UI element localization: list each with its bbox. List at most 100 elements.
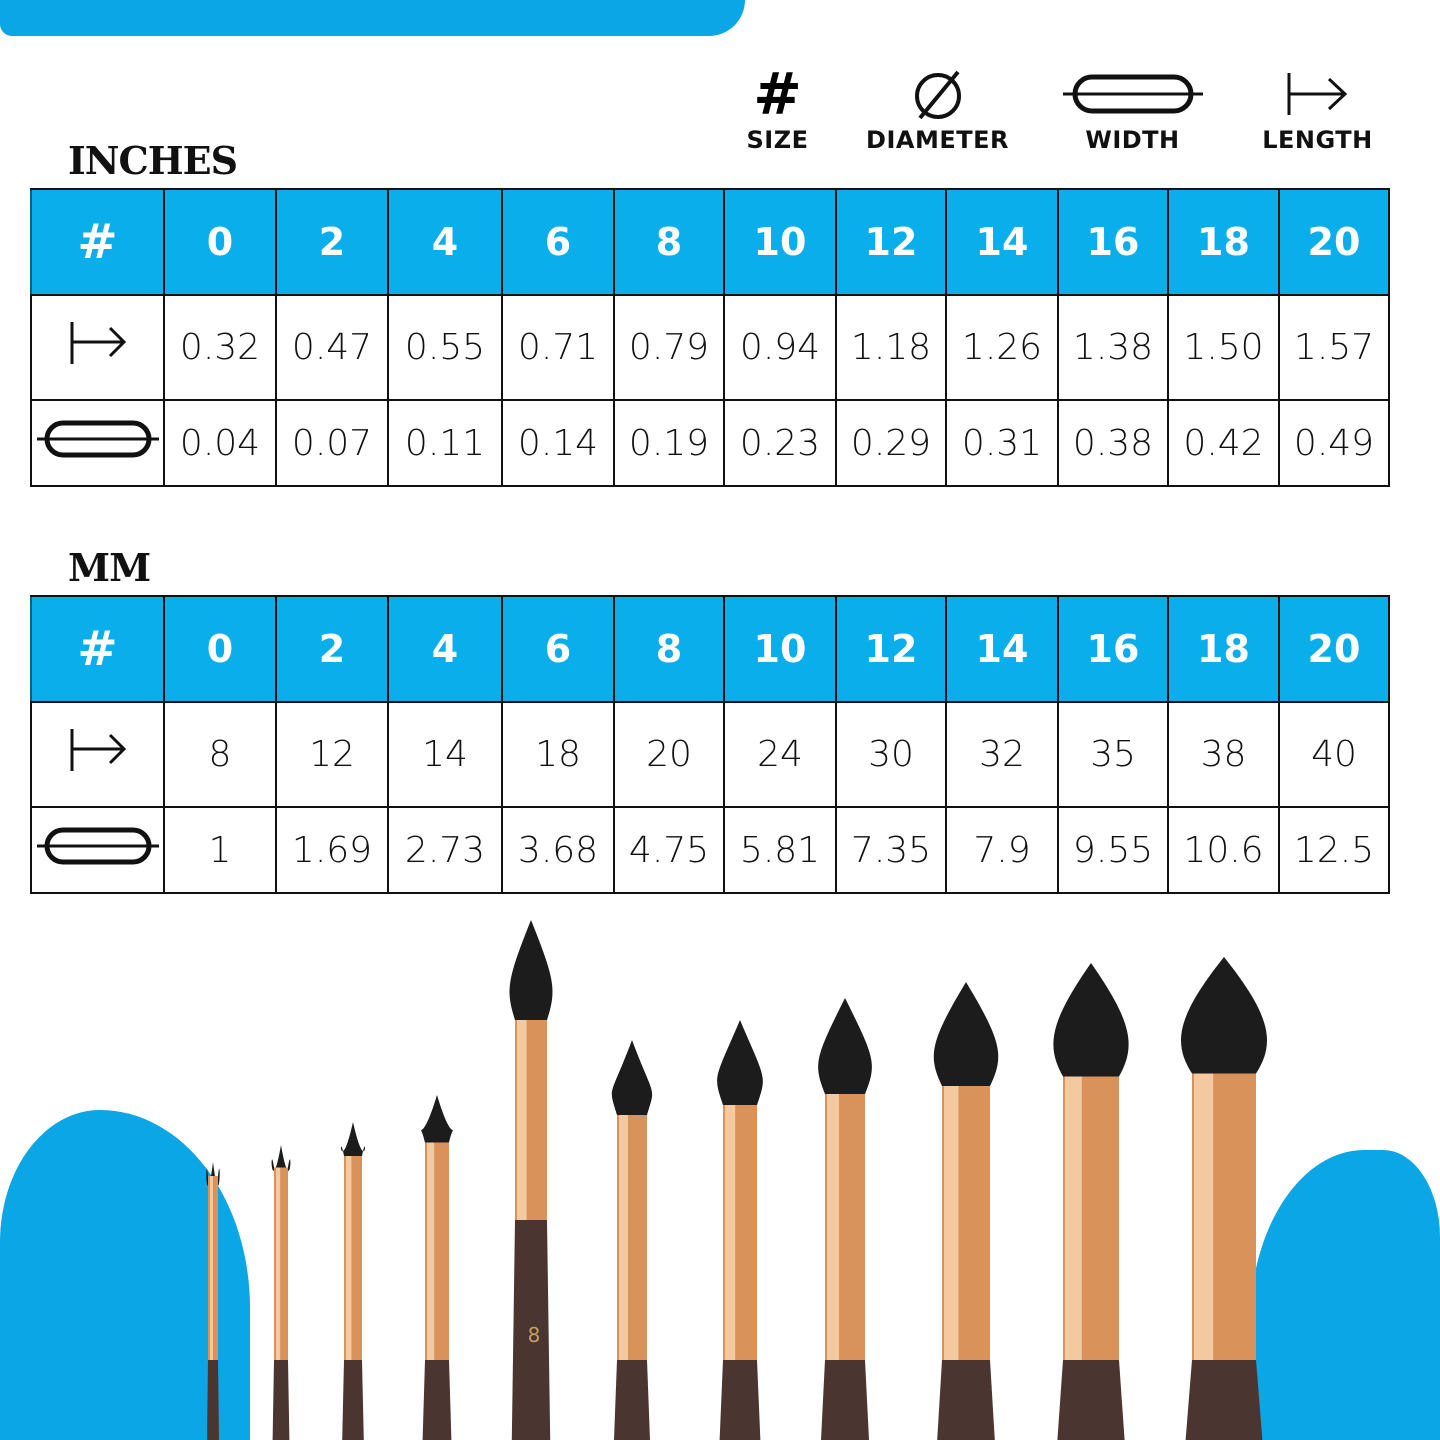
width-cell: 3.68 bbox=[501, 806, 615, 894]
size-header-cell: 2 bbox=[275, 188, 389, 296]
length-cell: 32 bbox=[945, 701, 1059, 808]
inches-title: INCHES bbox=[68, 138, 238, 183]
legend-size: # SIZE bbox=[730, 60, 825, 154]
length-cell: 0.94 bbox=[723, 294, 837, 401]
length-row-label bbox=[30, 294, 165, 401]
size-header-cell: 16 bbox=[1057, 595, 1169, 703]
legend-width: WIDTH bbox=[1060, 62, 1205, 154]
width-cell: 0.14 bbox=[501, 399, 615, 487]
size-header-cell: 8 bbox=[613, 188, 725, 296]
legend-label: WIDTH bbox=[1085, 126, 1180, 154]
length-cell: 1.26 bbox=[945, 294, 1059, 401]
width-cell: 0.38 bbox=[1057, 399, 1169, 487]
width-cell: 7.35 bbox=[835, 806, 947, 894]
length-row: 0.32 0.47 0.55 0.71 0.79 0.94 1.18 1.26 1.38 1.50… bbox=[30, 294, 1390, 401]
brush bbox=[206, 1162, 220, 1440]
hash-icon: # bbox=[30, 595, 165, 703]
inches-table: #0 2 4 6 8 10 12 14 16 18 20 0.32 0.47 0.55 0.71 0.79 0.… bbox=[30, 188, 1390, 487]
width-cell: 0.23 bbox=[723, 399, 837, 487]
width-cell: 1 bbox=[163, 806, 277, 894]
length-row-label bbox=[30, 701, 165, 808]
length-cell: 1.38 bbox=[1057, 294, 1169, 401]
brush bbox=[933, 982, 999, 1440]
size-header-cell: 16 bbox=[1057, 188, 1169, 296]
legend-label: SIZE bbox=[746, 126, 809, 154]
width-cell: 2.73 bbox=[387, 806, 503, 894]
width-cell: 0.29 bbox=[835, 399, 947, 487]
size-header-cell: 20 bbox=[1278, 595, 1390, 703]
length-row: 8 12 14 18 20 24 30 32 35 38 40 bbox=[30, 701, 1390, 808]
width-cell: 1.69 bbox=[275, 806, 389, 894]
length-cell: 1.50 bbox=[1167, 294, 1280, 401]
length-cell: 12 bbox=[275, 701, 389, 808]
brush-size-label: 8 bbox=[528, 1323, 541, 1347]
width-icon bbox=[36, 827, 159, 864]
size-header-cell: 18 bbox=[1167, 595, 1280, 703]
length-cell: 0.47 bbox=[275, 294, 389, 401]
length-icon bbox=[70, 729, 126, 771]
width-cell: 0.04 bbox=[163, 399, 277, 487]
length-cell: 1.18 bbox=[835, 294, 947, 401]
brush bbox=[340, 1122, 366, 1440]
size-header-cell: 0 bbox=[163, 188, 277, 296]
width-cell: 0.07 bbox=[275, 399, 389, 487]
brush bbox=[717, 1020, 763, 1440]
mm-title: MM bbox=[68, 545, 151, 590]
size-header-cell: 12 bbox=[835, 188, 947, 296]
size-header-cell: 10 bbox=[723, 188, 837, 296]
length-cell: 18 bbox=[501, 701, 615, 808]
diameter-icon bbox=[914, 70, 961, 120]
length-cell: 0.55 bbox=[387, 294, 503, 401]
legend-label: LENGTH bbox=[1262, 126, 1373, 154]
width-cell: 0.11 bbox=[387, 399, 503, 487]
size-header-cell: 4 bbox=[387, 595, 503, 703]
width-icon bbox=[36, 420, 159, 457]
length-cell: 0.32 bbox=[163, 294, 277, 401]
width-cell: 7.9 bbox=[945, 806, 1059, 894]
brush bbox=[1181, 957, 1267, 1440]
size-header-cell: 12 bbox=[835, 595, 947, 703]
legend-length: LENGTH bbox=[1255, 62, 1380, 154]
length-cell: 40 bbox=[1278, 701, 1390, 808]
paint-splash-top bbox=[0, 0, 745, 36]
brush bbox=[509, 920, 553, 1440]
width-cell: 5.81 bbox=[723, 806, 837, 894]
length-cell: 0.79 bbox=[613, 294, 725, 401]
size-header-cell: 8 bbox=[613, 595, 725, 703]
length-icon bbox=[70, 322, 126, 364]
legend-label: DIAMETER bbox=[866, 126, 1009, 154]
size-header-cell: 2 bbox=[275, 595, 389, 703]
width-cell: 12.5 bbox=[1278, 806, 1390, 894]
size-header-cell: 10 bbox=[723, 595, 837, 703]
size-header-cell: 18 bbox=[1167, 188, 1280, 296]
size-header-cell: 14 bbox=[945, 188, 1059, 296]
length-cell: 1.57 bbox=[1278, 294, 1390, 401]
width-cell: 4.75 bbox=[613, 806, 725, 894]
width-icon bbox=[1062, 74, 1203, 114]
width-row: 1 1.69 2.73 3.68 4.75 5.81 7.35 7.9 9.55 10.6 12.5 bbox=[30, 806, 1390, 894]
brush bbox=[611, 1040, 653, 1440]
size-header-cell: 20 bbox=[1278, 188, 1390, 296]
hash-icon: # bbox=[30, 188, 165, 296]
size-header-cell: 0 bbox=[163, 595, 277, 703]
size-header-cell: 6 bbox=[501, 188, 615, 296]
size-header-cell: 4 bbox=[387, 188, 503, 296]
length-cell: 35 bbox=[1057, 701, 1169, 808]
size-header-cell: 14 bbox=[945, 595, 1059, 703]
width-cell: 0.19 bbox=[613, 399, 725, 487]
mm-table: #0 2 4 6 8 10 12 14 16 18 20 8 12 14 18 20 24 30 32 35 38 40 1… bbox=[30, 595, 1390, 894]
width-cell: 0.42 bbox=[1167, 399, 1280, 487]
width-cell: 9.55 bbox=[1057, 806, 1169, 894]
size-header-row: #0 2 4 6 8 10 12 14 16 18 20 bbox=[30, 188, 1390, 296]
length-cell: 20 bbox=[613, 701, 725, 808]
length-cell: 0.71 bbox=[501, 294, 615, 401]
width-row: 0.04 0.07 0.11 0.14 0.19 0.23 0.29 0.31 0.38 0.42… bbox=[30, 399, 1390, 487]
brush bbox=[420, 1095, 454, 1440]
brush bbox=[271, 1145, 291, 1440]
width-row-label bbox=[30, 806, 165, 894]
brush-set-image: 8 bbox=[206, 920, 1267, 1440]
legend-diameter: DIAMETER bbox=[860, 62, 1015, 154]
length-cell: 24 bbox=[723, 701, 837, 808]
width-cell: 0.49 bbox=[1278, 399, 1390, 487]
size-header-row: #0 2 4 6 8 10 12 14 16 18 20 bbox=[30, 595, 1390, 703]
